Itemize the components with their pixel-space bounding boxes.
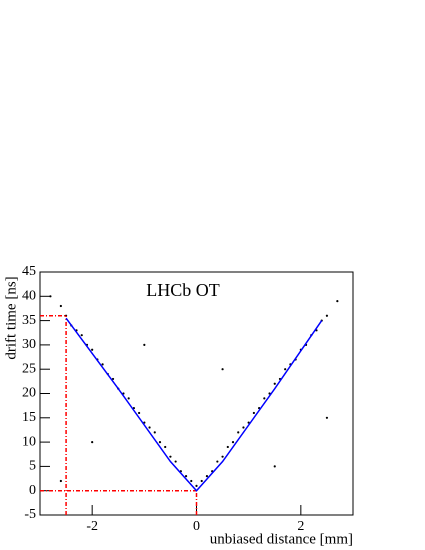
- point: [153, 431, 156, 434]
- y-tick-label: 10: [22, 434, 36, 449]
- x-tick-label: -2: [86, 519, 98, 534]
- x-axis-label: unbiased distance [mm]: [210, 531, 353, 547]
- y-tick-label: 5: [29, 459, 36, 474]
- point: [195, 484, 198, 487]
- x-tick-label: 2: [297, 519, 304, 534]
- point: [184, 475, 188, 478]
- y-tick-label: 20: [22, 386, 36, 401]
- point: [221, 455, 224, 458]
- plot-frame: [39, 271, 354, 516]
- point: [252, 411, 255, 415]
- point: [127, 397, 130, 400]
- y-tick-label: 45: [22, 264, 36, 279]
- point: [111, 377, 115, 381]
- y-tick-label: 25: [22, 361, 36, 376]
- point: [231, 441, 235, 444]
- point: [59, 304, 62, 308]
- point: [336, 300, 339, 303]
- point: [221, 368, 224, 371]
- y-tick-label: 15: [22, 410, 36, 425]
- point: [164, 445, 167, 449]
- point: [263, 397, 266, 400]
- point: [91, 348, 94, 351]
- x-tick-label: 0: [193, 519, 200, 534]
- point: [59, 479, 62, 483]
- y-tick-label: 35: [22, 313, 36, 328]
- point: [325, 416, 329, 419]
- point: [148, 426, 151, 429]
- point: [237, 431, 240, 434]
- y-tick-label: -5: [24, 507, 36, 522]
- point: [158, 441, 162, 444]
- point: [174, 460, 177, 463]
- point: [226, 445, 229, 449]
- point: [242, 426, 245, 429]
- y-tick-label: 40: [22, 289, 36, 304]
- y-tick-label: 0: [29, 483, 36, 498]
- point: [273, 465, 276, 468]
- point: [325, 314, 329, 317]
- point: [200, 479, 203, 483]
- point: [101, 363, 104, 366]
- point: [216, 460, 219, 463]
- point: [190, 479, 193, 483]
- point: [169, 455, 172, 458]
- point: [273, 382, 276, 385]
- point: [49, 295, 52, 298]
- y-tick-label: 30: [22, 337, 36, 352]
- fit-line: [65, 317, 323, 492]
- point: [138, 411, 141, 415]
- annotation: LHCb OT: [146, 280, 220, 300]
- point: [80, 334, 83, 337]
- point: [284, 368, 287, 371]
- y-axis-label: drift time [ns]: [3, 276, 19, 359]
- point: [143, 343, 146, 346]
- point: [205, 475, 209, 478]
- point: [91, 441, 94, 444]
